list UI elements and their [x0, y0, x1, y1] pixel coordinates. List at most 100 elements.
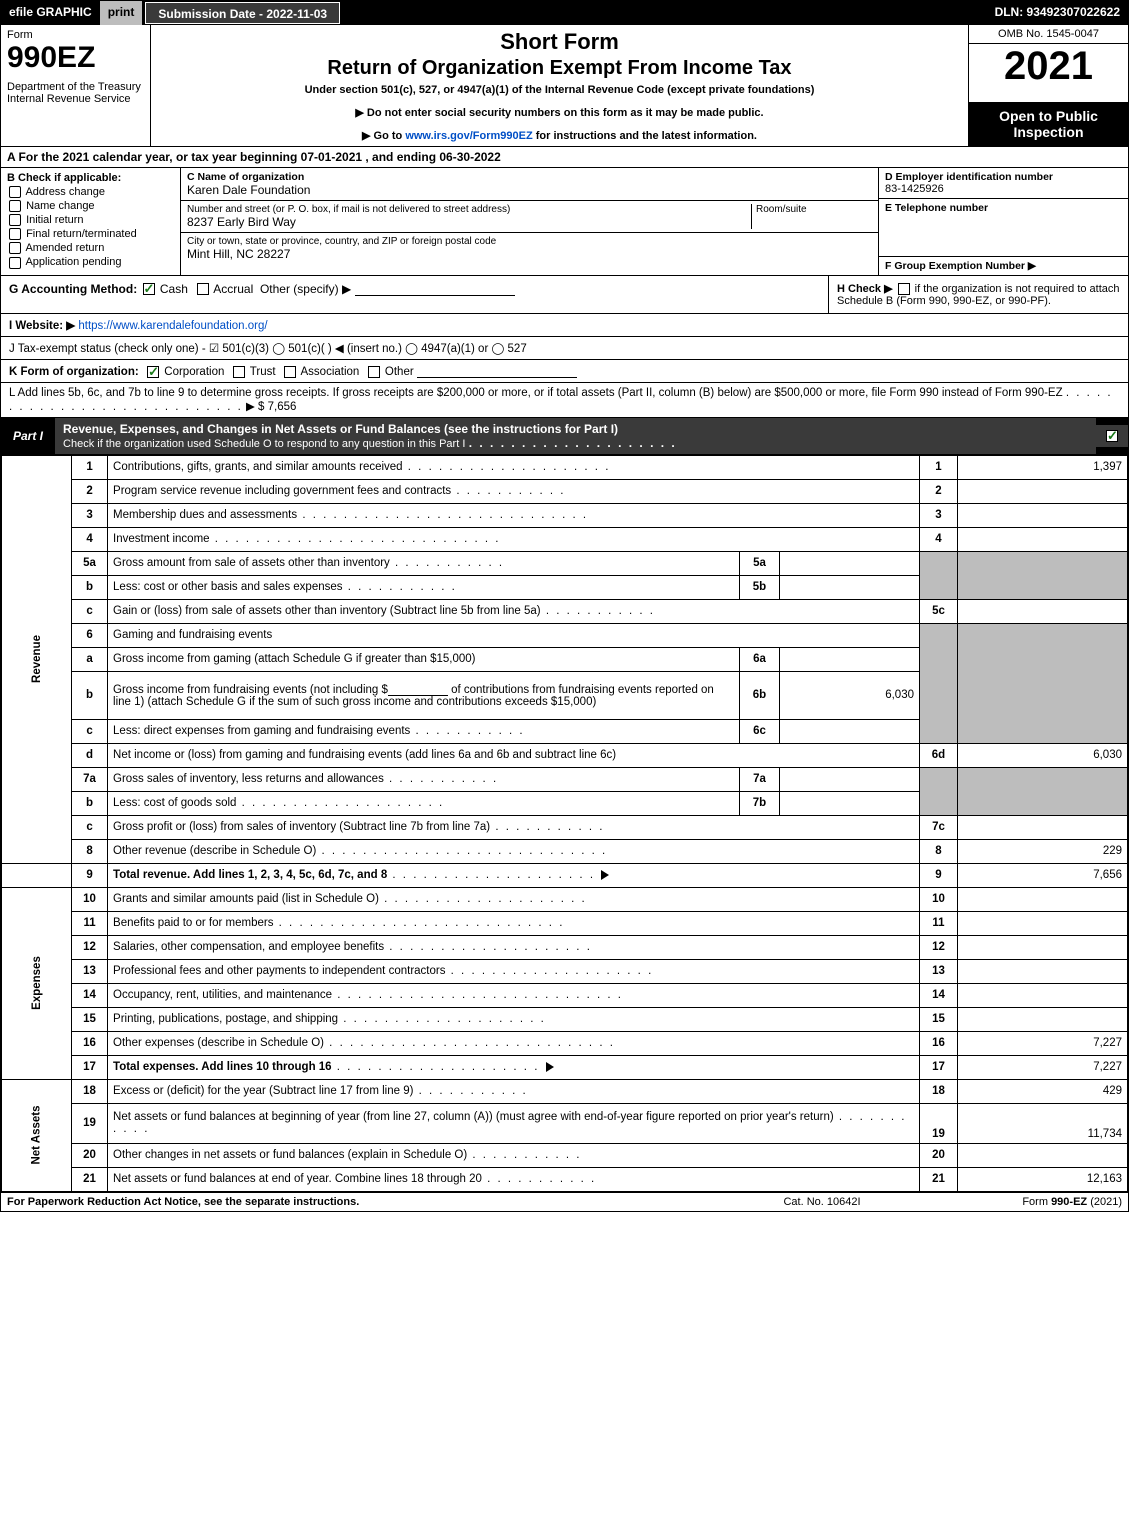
l20-desc: Other changes in net assets or fund bala…: [108, 1143, 920, 1167]
footer-paperwork: For Paperwork Reduction Act Notice, see …: [7, 1196, 722, 1208]
org-address: 8237 Early Bird Way: [187, 215, 747, 229]
footer-catno: Cat. No. 10642I: [722, 1196, 922, 1208]
opt-association: Association: [301, 366, 360, 378]
check-cash[interactable]: [143, 283, 155, 295]
col-def: D Employer identification number 83-1425…: [878, 168, 1128, 275]
line-3: 3 Membership dues and assessments 3: [2, 503, 1128, 527]
irs-link[interactable]: www.irs.gov/Form990EZ: [405, 130, 532, 142]
part-1-checkbox[interactable]: [1106, 430, 1118, 442]
l21-col: 21: [920, 1167, 958, 1191]
check-amended-return[interactable]: Amended return: [7, 242, 174, 254]
col-c-org-info: C Name of organization Karen Dale Founda…: [181, 168, 878, 275]
l6c-subval: [780, 719, 920, 743]
check-schedule-b[interactable]: [898, 283, 910, 295]
part-1-label: Part I: [1, 425, 55, 447]
l21-num: 21: [72, 1167, 108, 1191]
l6d-num: d: [72, 743, 108, 767]
l17-col: 17: [920, 1055, 958, 1079]
form-subtitle: Under section 501(c), 527, or 4947(a)(1)…: [161, 84, 958, 96]
line-2: 2 Program service revenue including gove…: [2, 479, 1128, 503]
website-link[interactable]: https://www.karendalefoundation.org/: [78, 320, 267, 332]
row-gh: G Accounting Method: Cash Accrual Other …: [1, 276, 1128, 314]
l19-val: 11,734: [958, 1103, 1128, 1143]
line-12: 12 Salaries, other compensation, and emp…: [2, 935, 1128, 959]
l3-col: 3: [920, 503, 958, 527]
org-name: Karen Dale Foundation: [187, 183, 872, 197]
l7b-desc: Less: cost of goods sold: [108, 791, 740, 815]
l14-val: [958, 983, 1128, 1007]
l3-desc: Membership dues and assessments: [108, 503, 920, 527]
l13-col: 13: [920, 959, 958, 983]
dept-label: Department of the Treasury Internal Reve…: [7, 81, 144, 105]
opt-application-pending: Application pending: [25, 256, 121, 268]
part-1-title-text: Revenue, Expenses, and Changes in Net As…: [63, 422, 618, 436]
check-application-pending[interactable]: Application pending: [7, 256, 174, 268]
row-l-gross-receipts: L Add lines 5b, 6c, and 7b to line 9 to …: [1, 383, 1128, 418]
top-bar: efile GRAPHIC print Submission Date - 20…: [1, 1, 1128, 25]
ein-value: 83-1425926: [885, 183, 1122, 195]
l4-val: [958, 527, 1128, 551]
header-left: Form 990EZ Department of the Treasury In…: [1, 25, 151, 146]
l2-num: 2: [72, 479, 108, 503]
l18-col: 18: [920, 1079, 958, 1103]
l6d-val: 6,030: [958, 743, 1128, 767]
l3-num: 3: [72, 503, 108, 527]
opt-trust: Trust: [250, 366, 276, 378]
opt-cash: Cash: [160, 282, 188, 296]
l6c-sub: 6c: [740, 719, 780, 743]
l5c-col: 5c: [920, 599, 958, 623]
city-label: City or town, state or province, country…: [187, 236, 872, 247]
l7a-subval: [780, 767, 920, 791]
tel-label: E Telephone number: [885, 202, 1122, 214]
print-button[interactable]: print: [100, 1, 145, 25]
l5a-subval: [780, 551, 920, 575]
l8-num: 8: [72, 839, 108, 863]
i-label: I Website: ▶: [9, 320, 75, 332]
l20-val: [958, 1143, 1128, 1167]
l8-val: 229: [958, 839, 1128, 863]
l6-shade: [920, 623, 958, 743]
line-17: 17 Total expenses. Add lines 10 through …: [2, 1055, 1128, 1079]
opt-final-return: Final return/terminated: [26, 228, 137, 240]
l20-num: 20: [72, 1143, 108, 1167]
col-b-checkboxes: B Check if applicable: Address change Na…: [1, 168, 181, 275]
l4-desc: Investment income: [108, 527, 920, 551]
l6a-sub: 6a: [740, 647, 780, 671]
org-name-block: C Name of organization Karen Dale Founda…: [181, 168, 878, 201]
check-name-change[interactable]: Name change: [7, 200, 174, 212]
group-label: F Group Exemption Number ▶: [885, 260, 1122, 272]
l19-col: 19: [920, 1103, 958, 1143]
telephone-block: E Telephone number: [879, 199, 1128, 257]
l11-val: [958, 911, 1128, 935]
l9-val: 7,656: [958, 863, 1128, 887]
check-final-return[interactable]: Final return/terminated: [7, 228, 174, 240]
opt-other-org: Other: [385, 366, 414, 378]
l9-col: 9: [920, 863, 958, 887]
other-specify-input[interactable]: [355, 282, 515, 296]
l10-col: 10: [920, 887, 958, 911]
check-corporation[interactable]: [147, 366, 159, 378]
form-990ez-page: efile GRAPHIC print Submission Date - 20…: [0, 0, 1129, 1212]
check-address-change[interactable]: Address change: [7, 186, 174, 198]
l12-val: [958, 935, 1128, 959]
l5b-desc: Less: cost or other basis and sales expe…: [108, 575, 740, 599]
check-other-org[interactable]: [368, 366, 380, 378]
l8-col: 8: [920, 839, 958, 863]
line-13: 13 Professional fees and other payments …: [2, 959, 1128, 983]
check-initial-return[interactable]: Initial return: [7, 214, 174, 226]
check-association[interactable]: [284, 366, 296, 378]
l17-val: 7,227: [958, 1055, 1128, 1079]
opt-amended-return: Amended return: [25, 242, 104, 254]
other-org-input[interactable]: [417, 364, 577, 378]
check-trust[interactable]: [233, 366, 245, 378]
l19-desc: Net assets or fund balances at beginning…: [108, 1103, 920, 1143]
org-city: Mint Hill, NC 28227: [187, 247, 872, 261]
l6b-blank[interactable]: [388, 682, 448, 696]
check-accrual[interactable]: [197, 283, 209, 295]
line-15: 15 Printing, publications, postage, and …: [2, 1007, 1128, 1031]
l7c-col: 7c: [920, 815, 958, 839]
instruction-2: ▶ Go to www.irs.gov/Form990EZ for instru…: [161, 129, 958, 142]
sidebar-revenue-end: [2, 863, 72, 887]
l4-num: 4: [72, 527, 108, 551]
l7a-num: 7a: [72, 767, 108, 791]
